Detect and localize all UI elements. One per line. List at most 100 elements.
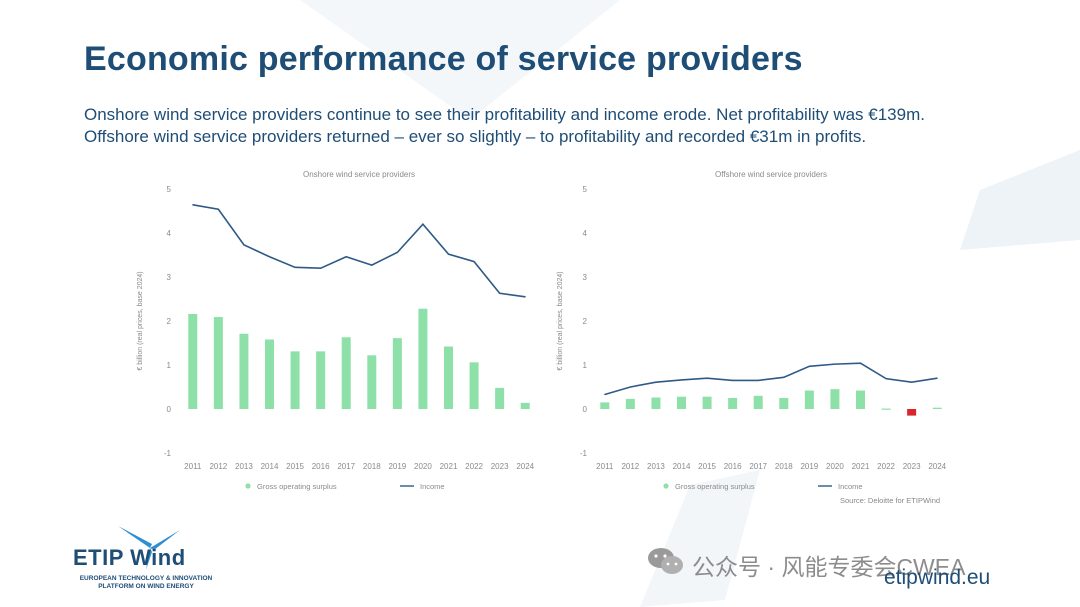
onshore-income-point-2020 bbox=[422, 223, 424, 225]
onshore-x-tick-label: 2015 bbox=[286, 462, 304, 471]
onshore-y-tick-label: -1 bbox=[164, 449, 172, 458]
offshore-x-tick-label: 2017 bbox=[749, 462, 767, 471]
offshore-x-tick-label: 2019 bbox=[800, 462, 818, 471]
onshore-income-point-2021 bbox=[447, 253, 450, 255]
onshore-bar-2024 bbox=[520, 402, 530, 409]
offshore-y-axis-label: € billion (real prices, base 2024) bbox=[557, 271, 564, 370]
offshore-bar-2012 bbox=[625, 398, 635, 409]
offshore-income-point-2017 bbox=[757, 379, 759, 381]
etipwind-logo-icon bbox=[118, 526, 180, 570]
offshore-bar-2023 bbox=[907, 409, 917, 416]
offshore-income-point-2018 bbox=[783, 376, 785, 378]
onshore-x-tick-label: 2021 bbox=[440, 462, 458, 471]
onshore-x-tick-label: 2019 bbox=[388, 462, 406, 471]
offshore-x-tick-label: 2018 bbox=[775, 462, 793, 471]
onshore-income-point-2016 bbox=[320, 267, 322, 269]
onshore-x-tick-label: 2017 bbox=[337, 462, 355, 471]
offshore-income-point-2011 bbox=[604, 393, 606, 396]
offshore-x-tick-label: 2015 bbox=[698, 462, 716, 471]
onshore-legend-bar-label: Gross operating surplus bbox=[257, 482, 337, 491]
page-title: Economic performance of service provider… bbox=[84, 40, 803, 78]
offshore-bar-2020 bbox=[830, 389, 840, 409]
onshore-x-tick-label: 2012 bbox=[209, 462, 227, 471]
offshore-income-point-2012 bbox=[629, 386, 631, 388]
offshore-chart-title: Offshore wind service providers bbox=[715, 170, 827, 179]
offshore-income-point-2014 bbox=[680, 379, 683, 381]
onshore-bar-2017 bbox=[341, 337, 351, 409]
onshore-y-tick-label: 3 bbox=[167, 273, 172, 282]
onshore-x-tick-label: 2011 bbox=[184, 462, 202, 471]
onshore-y-tick-label: 5 bbox=[167, 185, 172, 194]
offshore-y-tick-label: 2 bbox=[583, 317, 588, 326]
page-subtitle: Onshore wind service providers continue … bbox=[84, 105, 925, 146]
offshore-income-point-2022 bbox=[885, 378, 887, 380]
offshore-income-point-2021 bbox=[859, 362, 862, 364]
onshore-chart-title: Onshore wind service providers bbox=[303, 170, 415, 179]
onshore-bar-2022 bbox=[469, 362, 479, 409]
offshore-bar-2024 bbox=[932, 407, 942, 409]
offshore-x-tick-label: 2023 bbox=[903, 462, 921, 471]
offshore-bar-2013 bbox=[651, 397, 661, 409]
offshore-x-tick-label: 2020 bbox=[826, 462, 844, 471]
offshore-bar-2021 bbox=[856, 390, 865, 409]
onshore-income-point-2012 bbox=[217, 208, 219, 210]
onshore-income-point-2018 bbox=[371, 264, 373, 266]
onshore-income-point-2019 bbox=[396, 251, 398, 253]
onshore-income-line bbox=[192, 204, 526, 298]
offshore-x-tick-label: 2014 bbox=[673, 462, 691, 471]
offshore-income-point-2023 bbox=[911, 381, 913, 383]
brand-tagline: EUROPEAN TECHNOLOGY & INNOVATION PLATFOR… bbox=[79, 575, 213, 590]
offshore-income-line bbox=[604, 362, 938, 396]
offshore-x-tick-label: 2021 bbox=[852, 462, 870, 471]
onshore-x-tick-label: 2020 bbox=[414, 462, 432, 471]
onshore-income-point-2014 bbox=[268, 256, 271, 258]
website-link[interactable]: etipwind.eu bbox=[884, 566, 991, 589]
offshore-income-point-2016 bbox=[732, 379, 734, 381]
offshore-bar-2019 bbox=[804, 390, 814, 409]
onshore-x-tick-label: 2024 bbox=[516, 462, 534, 471]
onshore-bar-2018 bbox=[367, 355, 377, 409]
onshore-y-tick-label: 2 bbox=[167, 317, 172, 326]
offshore-bar-2017 bbox=[753, 395, 763, 409]
offshore-y-tick-label: 1 bbox=[583, 361, 588, 370]
onshore-y-tick-label: 4 bbox=[167, 229, 172, 238]
offshore-x-tick-label: 2011 bbox=[596, 462, 614, 471]
offshore-x-tick-label: 2016 bbox=[724, 462, 742, 471]
onshore-bar-2012 bbox=[213, 317, 223, 409]
onshore-x-tick-label: 2014 bbox=[261, 462, 279, 471]
onshore-y-tick-label: 0 bbox=[167, 405, 172, 414]
onshore-x-tick-label: 2013 bbox=[235, 462, 253, 471]
offshore-x-tick-label: 2022 bbox=[877, 462, 895, 471]
onshore-income-point-2015 bbox=[294, 266, 296, 268]
offshore-bar-2011 bbox=[600, 402, 610, 409]
onshore-bar-2019 bbox=[392, 338, 402, 409]
onshore-y-axis-label: € billion (real prices, base 2024) bbox=[137, 271, 144, 370]
offshore-y-tick-label: 5 bbox=[583, 185, 588, 194]
offshore-y-tick-label: -1 bbox=[580, 449, 588, 458]
offshore-income-point-2024 bbox=[936, 377, 938, 379]
onshore-income-point-2017 bbox=[345, 256, 347, 258]
offshore-x-tick-label: 2013 bbox=[647, 462, 665, 471]
wechat-icon bbox=[648, 548, 683, 574]
bg-shape-top bbox=[300, 0, 620, 120]
offshore-income-point-2020 bbox=[834, 363, 836, 365]
onshore-bar-2023 bbox=[495, 387, 505, 409]
onshore-x-tick-label: 2018 bbox=[363, 462, 381, 471]
onshore-x-tick-label: 2022 bbox=[465, 462, 483, 471]
onshore-income-point-2023 bbox=[499, 292, 501, 294]
onshore-bar-2020 bbox=[418, 308, 428, 409]
offshore-bar-2016 bbox=[728, 398, 738, 409]
onshore-income-point-2013 bbox=[243, 244, 245, 246]
onshore-income-point-2022 bbox=[473, 261, 475, 263]
onshore-legend-line-label: Income bbox=[420, 482, 445, 491]
brand-name: ETIP Wind bbox=[73, 545, 186, 570]
source-note: Source: Deloitte for ETIPWind bbox=[840, 496, 941, 505]
onshore-bar-2011 bbox=[188, 313, 198, 409]
offshore-legend-bar-label: Gross operating surplus bbox=[675, 482, 755, 491]
offshore-bar-2014 bbox=[677, 396, 686, 409]
onshore-bar-2021 bbox=[444, 346, 453, 409]
offshore-y-tick-label: 0 bbox=[583, 405, 588, 414]
offshore-legend-line-label: Income bbox=[838, 482, 863, 491]
